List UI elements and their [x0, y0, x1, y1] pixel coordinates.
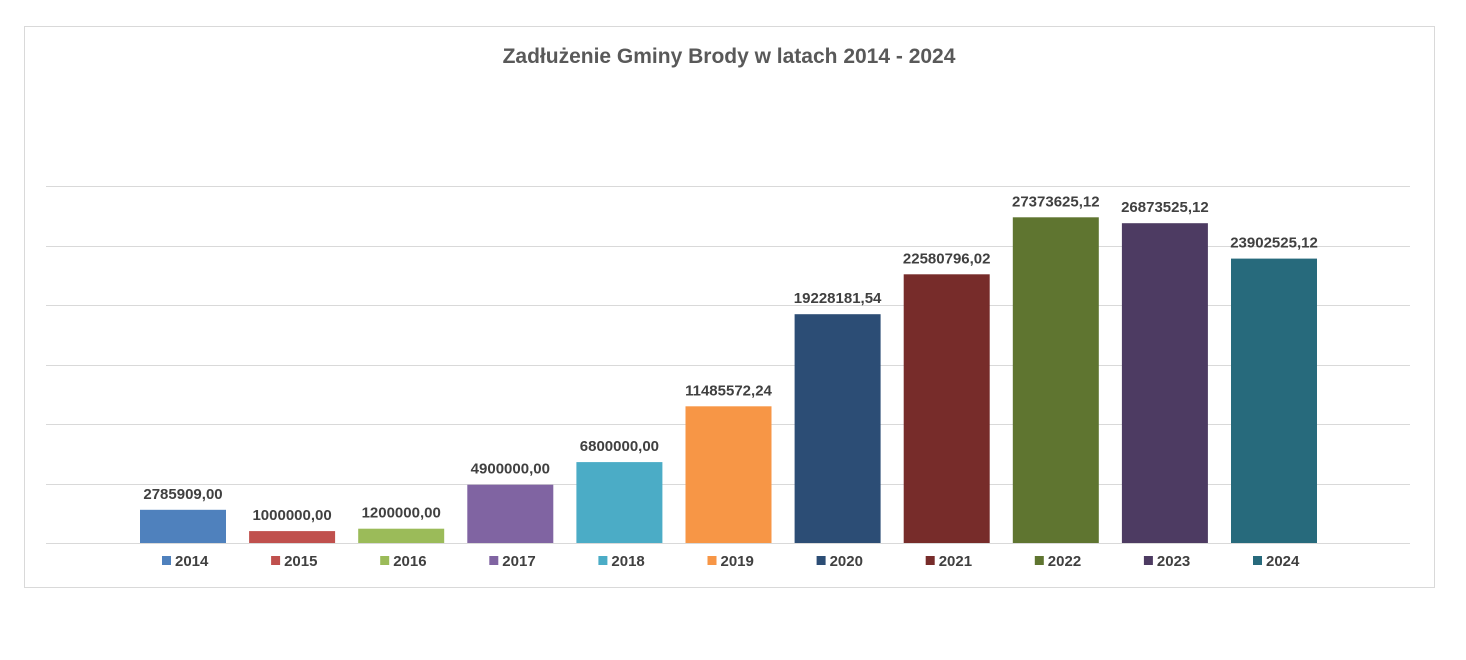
bar-2015	[249, 531, 336, 543]
data-label-2017: 4900000,00	[471, 461, 550, 478]
legend-label-2015: 2015	[284, 553, 317, 570]
legend-swatch-2024	[1253, 556, 1262, 565]
legend-label-2014: 2014	[175, 553, 209, 570]
legend-label-2022: 2022	[1048, 553, 1081, 570]
data-label-2018: 6800000,00	[580, 438, 659, 455]
legend-label-2023: 2023	[1157, 553, 1190, 570]
data-label-2014: 2785909,00	[143, 486, 222, 503]
legend-label-2018: 2018	[611, 553, 644, 570]
data-label-2019: 11485572,24	[685, 382, 772, 399]
data-label-2021: 22580796,02	[903, 250, 991, 267]
bar-2017	[467, 484, 554, 543]
bar-2014	[140, 509, 226, 543]
bar-2022	[1012, 217, 1099, 544]
data-label-2020: 19228181,54	[794, 290, 882, 307]
bar-2021	[903, 274, 990, 543]
data-labels: 2785909,00 1000000,00 1200000,00 4900000,00…	[143, 193, 1317, 524]
legend-label-2024: 2024	[1266, 553, 1300, 570]
bar-2023	[1121, 223, 1208, 543]
legend-swatch-2016	[380, 556, 390, 565]
legend-swatch-2020	[816, 556, 826, 565]
data-label-2024: 23902525,12	[1230, 235, 1318, 252]
data-label-2023: 26873525,12	[1121, 199, 1209, 216]
legend-swatch-2017	[489, 556, 499, 565]
bars	[140, 217, 1317, 544]
bar-2018	[576, 462, 663, 543]
chart-title: Zadłużenie Gminy Brody w latach 2014 - 2…	[503, 45, 956, 68]
legend-label-2020: 2020	[830, 553, 863, 570]
legend-swatch-2021	[925, 556, 935, 565]
data-label-2015: 1000000,00	[252, 507, 331, 524]
legend-label-2017: 2017	[502, 553, 535, 570]
legend-swatch-2019	[707, 556, 717, 565]
bar-2020	[794, 314, 881, 543]
legend-swatch-2023	[1143, 556, 1153, 565]
data-label-2016: 1200000,00	[362, 505, 441, 522]
legend-label-2021: 2021	[939, 553, 972, 570]
bar-2024	[1231, 258, 1317, 543]
bar-2016	[358, 528, 445, 543]
bar-2019	[685, 406, 772, 543]
legend-swatch-2022	[1034, 556, 1044, 565]
legend-swatch-2014	[162, 556, 171, 565]
legend-label-2019: 2019	[721, 553, 754, 570]
legend-swatch-2018	[598, 556, 608, 565]
legend-swatch-2015	[271, 556, 281, 565]
legend: 2014 2015 2016 2017 2018 2019 2020 2021 2022 2023…	[162, 553, 1300, 570]
data-label-2022: 27373625,12	[1012, 193, 1100, 210]
legend-label-2016: 2016	[393, 553, 426, 570]
